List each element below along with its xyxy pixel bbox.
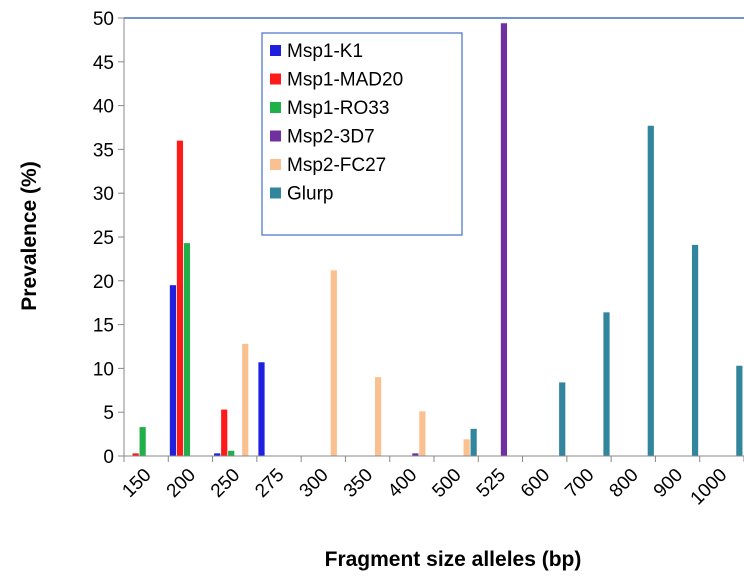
x-tick-label: 700	[561, 465, 598, 502]
bar-msp2-fc27	[374, 377, 382, 456]
y-axis-ticks: 0 5 10 15 20 25 30 35 40 45 50	[93, 9, 124, 468]
x-tick-label: 800	[606, 465, 643, 502]
bar-glurp	[559, 382, 566, 456]
legend-swatch	[270, 130, 281, 142]
y-tick-label: 40	[93, 97, 114, 118]
legend-swatch	[270, 159, 281, 170]
y-tick-label: 45	[93, 53, 114, 74]
x-tick-label: 400	[384, 465, 421, 502]
x-tick-label: 275	[251, 465, 288, 502]
x-tick-label: 1000	[687, 465, 732, 510]
bar-msp2-fc27	[242, 343, 249, 456]
y-axis-title: Prevalence (%)	[18, 161, 41, 310]
legend-label: Msp1-K1	[287, 41, 363, 62]
bar-series	[132, 23, 743, 457]
bar-msp1-mad20	[221, 409, 228, 456]
y-tick-label: 35	[93, 140, 114, 161]
bar-msp2-fc27	[330, 270, 337, 456]
bar-glurp	[603, 312, 610, 456]
x-tick-label: 600	[517, 465, 554, 502]
x-tick-label: 350	[340, 465, 377, 502]
legend-label: Msp1-RO33	[287, 98, 389, 119]
x-tick-label: 900	[650, 465, 687, 502]
y-tick-label: 10	[93, 359, 114, 380]
legend-label: Msp2-FC27	[287, 155, 386, 176]
legend-label: Msp2-3D7	[287, 127, 375, 148]
x-tick-label: 525	[473, 465, 510, 502]
bar-msp1-k1	[258, 362, 265, 456]
legend-label: Glurp	[287, 184, 333, 205]
x-tick-label: 150	[118, 465, 155, 502]
x-tick-label: 300	[296, 465, 333, 502]
bar-glurp	[736, 365, 743, 456]
legend-swatch	[270, 187, 281, 199]
x-axis-title: Fragment size alleles (bp)	[325, 548, 582, 571]
legend-label: Msp1-MAD20	[287, 70, 403, 91]
bar-glurp	[647, 125, 654, 457]
bar-msp1-ro33	[139, 427, 146, 456]
bar-msp1-mad20	[176, 140, 184, 456]
y-tick-label: 5	[103, 403, 114, 424]
bar-msp2-3d7	[500, 23, 508, 456]
legend: Msp1-K1 Msp1-MAD20 Msp1-RO33 Msp2-3D7 Msp2-F…	[261, 32, 463, 236]
bar-msp2-fc27	[463, 439, 470, 456]
bar-msp2-3d7	[412, 453, 419, 456]
x-tick-label: 250	[207, 465, 244, 502]
bar-msp1-ro33	[183, 243, 191, 456]
bar-msp1-k1	[169, 285, 177, 456]
bar-msp1-k1	[214, 453, 221, 456]
x-axis-ticks: 150 200 250 275 300 350 400 500 525 600 700 800 900 1…	[118, 456, 744, 509]
y-tick-label: 30	[93, 184, 114, 205]
y-tick-label: 50	[93, 9, 114, 30]
y-tick-label: 15	[93, 316, 114, 337]
legend-swatch	[270, 102, 281, 113]
legend-swatch	[270, 45, 281, 56]
bar-msp1-mad20	[132, 453, 139, 456]
bar-glurp	[470, 428, 477, 456]
legend-swatch	[270, 73, 281, 85]
y-tick-label: 20	[93, 272, 114, 293]
bar-msp1-ro33	[228, 450, 235, 456]
bar-glurp	[691, 244, 699, 456]
bar-msp2-fc27	[419, 411, 426, 456]
y-tick-label: 25	[93, 228, 114, 249]
x-tick-label: 200	[163, 465, 200, 502]
x-tick-label: 500	[428, 465, 465, 502]
y-tick-label: 0	[103, 447, 114, 468]
legend-box	[261, 32, 463, 236]
